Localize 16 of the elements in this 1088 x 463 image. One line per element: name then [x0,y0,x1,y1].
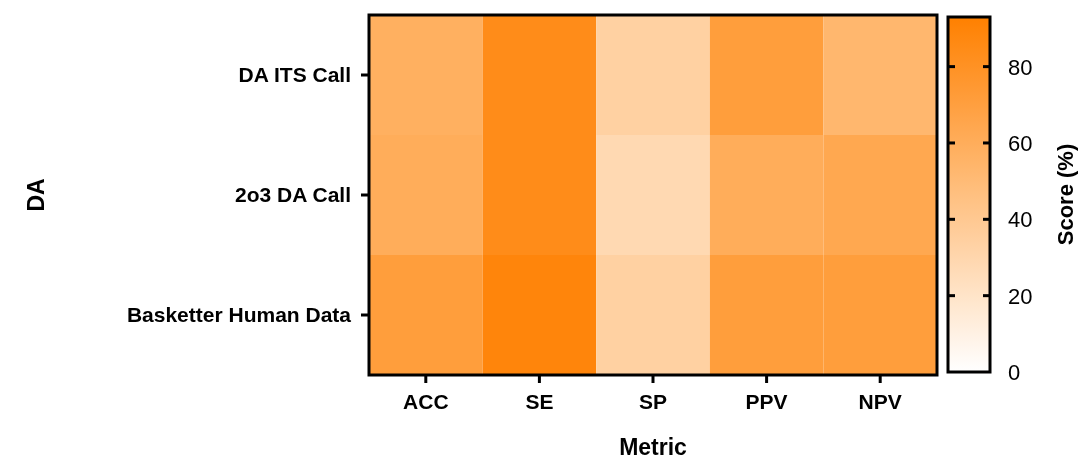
x-axis-title: Metric [619,434,688,460]
color-bar-title: Score (%) [1053,143,1078,246]
y-axis-title: DA [23,178,49,212]
x-tick-label: SE [525,390,554,413]
color-bar-label: 20 [1008,283,1033,309]
x-tick-label: SP [638,390,668,413]
color-bar-label: 40 [1008,207,1033,233]
color-bar-label: 80 [1008,54,1033,80]
color-bar-label: 0 [1008,360,1021,385]
color-bar-label: 60 [1008,130,1033,156]
y-tick-label: 2o3 DA Call [235,183,351,206]
x-tick-label: ACC [403,390,449,413]
x-tick-label: PPV [745,390,788,413]
y-tick-label: DA ITS Call [238,63,351,86]
x-tick-label: NPV [858,390,902,413]
y-tick-label: Basketter Human Data [126,303,352,326]
